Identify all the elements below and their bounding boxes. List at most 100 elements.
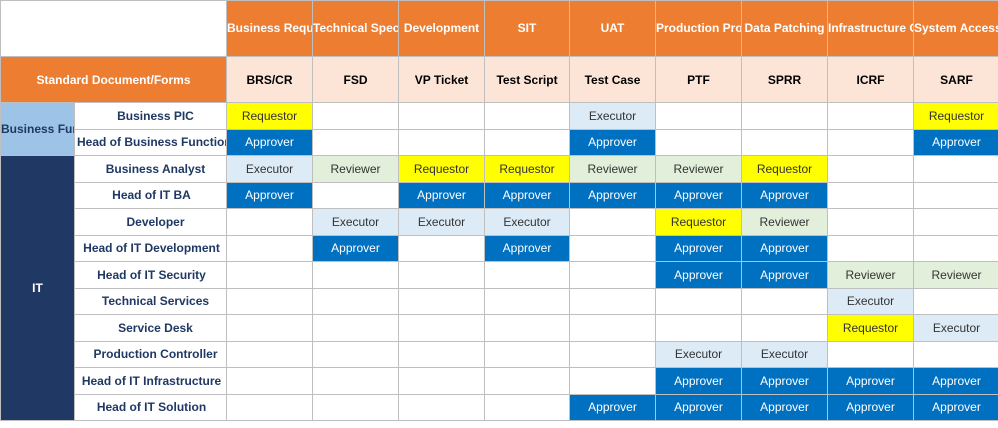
- raci-cell-empty: [827, 234, 914, 262]
- table-row: Production Controller Executor Executor: [1, 340, 998, 368]
- raci-cell-approver: Approver: [484, 181, 570, 209]
- raci-cell-approver: Approver: [226, 181, 313, 209]
- raci-cell-empty: [484, 261, 570, 289]
- role-label: Head of IT Infrastructure: [74, 367, 227, 395]
- document-header: Test Script: [484, 56, 570, 103]
- raci-cell-approver: Approver: [827, 367, 914, 395]
- raci-cell-empty: [398, 287, 485, 315]
- raci-cell-executor: Executor: [913, 314, 998, 342]
- raci-cell-empty: [484, 314, 570, 342]
- role-label: Business Analyst: [74, 155, 227, 183]
- raci-cell-empty: [484, 102, 570, 130]
- raci-cell-approver: Approver: [913, 393, 998, 421]
- raci-cell-approver: Approver: [913, 128, 998, 156]
- table-row: Technical Services Executor: [1, 287, 998, 315]
- raci-cell-empty: [312, 393, 399, 421]
- role-label: Head of IT Security: [74, 261, 227, 289]
- raci-cell-empty: [741, 128, 828, 156]
- standard-document-label: Standard Document/Forms: [0, 56, 227, 103]
- raci-cell-executor: Executor: [398, 208, 485, 236]
- phase-header: UAT: [569, 0, 656, 57]
- raci-cell-empty: [827, 208, 914, 236]
- raci-cell-reviewer: Reviewer: [827, 261, 914, 289]
- raci-cell-empty: [312, 181, 399, 209]
- raci-cell-empty: [398, 393, 485, 421]
- raci-cell-requestor: Requestor: [741, 155, 828, 183]
- raci-cell-approver: Approver: [655, 261, 742, 289]
- header-corner: [0, 0, 227, 57]
- raci-cell-executor: Executor: [741, 340, 828, 368]
- raci-cell-empty: [312, 128, 399, 156]
- phase-header: Business Requirement: [226, 0, 313, 57]
- raci-cell-approver: Approver: [741, 181, 828, 209]
- table-row: Service Desk Requestor Executor: [1, 314, 998, 342]
- document-header: SPRR: [741, 56, 828, 103]
- raci-cell-empty: [398, 367, 485, 395]
- phase-header: Infrastructure Change: [827, 0, 914, 57]
- raci-cell-empty: [484, 340, 570, 368]
- table-row: Developer Executor Executor Executor Request…: [1, 208, 998, 236]
- raci-cell-empty: [226, 367, 313, 395]
- raci-cell-empty: [827, 102, 914, 130]
- role-label: Service Desk: [74, 314, 227, 342]
- raci-cell-approver: Approver: [312, 234, 399, 262]
- document-header: FSD: [312, 56, 399, 103]
- document-header: VP Ticket: [398, 56, 485, 103]
- raci-cell-empty: [398, 340, 485, 368]
- table-row: Head of Business Function Approver Approve…: [1, 128, 998, 156]
- raci-cell-empty: [312, 314, 399, 342]
- raci-cell-empty: [827, 155, 914, 183]
- table-row: IT Business Analyst Executor Reviewer Reques…: [0, 155, 998, 421]
- table-row: Head of IT Infrastructure Approver Approve…: [1, 367, 998, 395]
- role-label: Technical Services: [74, 287, 227, 315]
- raci-cell-empty: [312, 261, 399, 289]
- role-label: Head of IT BA: [74, 181, 227, 209]
- raci-cell-empty: [226, 234, 313, 262]
- table-row: Head of IT Solution Approver Approver Appro…: [1, 393, 998, 421]
- raci-cell-empty: [913, 208, 998, 236]
- role-label: Business PIC: [74, 102, 227, 130]
- raci-cell-executor: Executor: [569, 102, 656, 130]
- raci-cell-reviewer: Reviewer: [913, 261, 998, 289]
- raci-cell-empty: [569, 367, 656, 395]
- raci-cell-reviewer: Reviewer: [741, 208, 828, 236]
- raci-cell-empty: [484, 393, 570, 421]
- raci-cell-empty: [569, 314, 656, 342]
- raci-cell-empty: [398, 261, 485, 289]
- raci-cell-empty: [312, 340, 399, 368]
- raci-cell-empty: [312, 287, 399, 315]
- raci-cell-empty: [226, 340, 313, 368]
- raci-cell-executor: Executor: [655, 340, 742, 368]
- raci-cell-empty: [741, 314, 828, 342]
- raci-cell-approver: Approver: [569, 128, 656, 156]
- raci-cell-empty: [655, 102, 742, 130]
- phase-header: Technical Specification: [312, 0, 399, 57]
- raci-cell-executor: Executor: [312, 208, 399, 236]
- raci-cell-empty: [484, 367, 570, 395]
- document-header: PTF: [655, 56, 742, 103]
- phase-header: SIT: [484, 0, 570, 57]
- raci-cell-empty: [312, 102, 399, 130]
- raci-cell-requestor: Requestor: [655, 208, 742, 236]
- raci-cell-empty: [655, 314, 742, 342]
- raci-cell-empty: [913, 155, 998, 183]
- raci-cell-approver: Approver: [827, 393, 914, 421]
- role-label: Developer: [74, 208, 227, 236]
- table-row: Head of IT Security Approver Approver Revie…: [1, 261, 998, 289]
- raci-cell-empty: [741, 102, 828, 130]
- raci-cell-approver: Approver: [741, 234, 828, 262]
- raci-cell-executor: Executor: [226, 155, 313, 183]
- raci-cell-approver: Approver: [741, 261, 828, 289]
- raci-cell-empty: [398, 102, 485, 130]
- raci-cell-requestor: Requestor: [913, 102, 998, 130]
- raci-cell-reviewer: Reviewer: [569, 155, 656, 183]
- raci-cell-empty: [913, 287, 998, 315]
- raci-cell-executor: Executor: [484, 208, 570, 236]
- raci-cell-approver: Approver: [398, 181, 485, 209]
- raci-cell-empty: [569, 261, 656, 289]
- raci-cell-empty: [655, 128, 742, 156]
- role-label: Head of Business Function: [74, 128, 227, 156]
- role-label: Head of IT Development: [74, 234, 227, 262]
- raci-cell-approver: Approver: [913, 367, 998, 395]
